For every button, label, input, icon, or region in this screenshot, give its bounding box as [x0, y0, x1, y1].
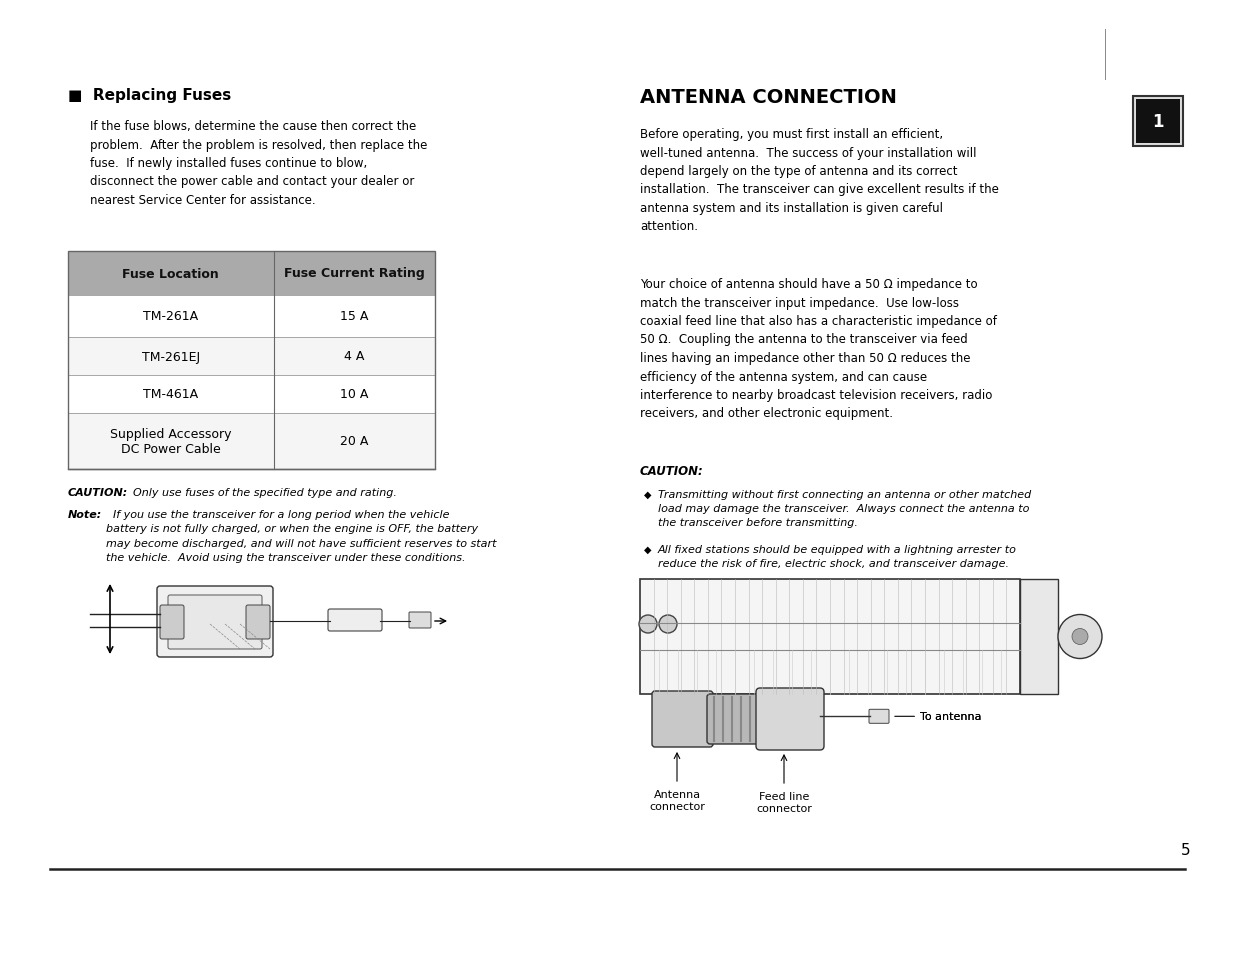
Bar: [1020, 579, 1058, 695]
Circle shape: [1072, 629, 1088, 645]
Bar: [1132, 97, 1183, 147]
Text: Supplied Accessory
DC Power Cable: Supplied Accessory DC Power Cable: [110, 428, 231, 456]
Text: CAUTION:: CAUTION:: [68, 488, 128, 497]
Text: 5: 5: [1181, 842, 1191, 857]
Bar: [68, 375, 435, 414]
Text: ◆: ◆: [643, 490, 652, 499]
FancyBboxPatch shape: [329, 609, 382, 631]
Text: ANTENNA CONNECTION: ANTENNA CONNECTION: [640, 88, 897, 107]
Text: CAUTION:: CAUTION:: [640, 464, 704, 477]
Text: To antenna: To antenna: [895, 712, 982, 721]
Text: 4 A: 4 A: [345, 350, 364, 363]
Text: If the fuse blows, determine the cause then correct the
problem.  After the prob: If the fuse blows, determine the cause t…: [90, 120, 427, 207]
Bar: [640, 579, 1020, 695]
Bar: [68, 337, 435, 375]
Text: To antenna: To antenna: [920, 712, 982, 721]
Text: TM-261EJ: TM-261EJ: [142, 350, 200, 363]
Text: ■  Replacing Fuses: ■ Replacing Fuses: [68, 88, 231, 103]
Bar: [68, 252, 435, 470]
Text: TM-461A: TM-461A: [143, 388, 199, 401]
Text: 1: 1: [1152, 112, 1163, 131]
Text: If you use the transceiver for a long period when the vehicle
battery is not ful: If you use the transceiver for a long pe…: [106, 510, 496, 562]
FancyBboxPatch shape: [246, 605, 270, 639]
Text: 15 A: 15 A: [340, 310, 368, 323]
Text: Your choice of antenna should have a 50 Ω impedance to
match the transceiver inp: Your choice of antenna should have a 50 …: [640, 277, 997, 420]
Text: Transmitting without first connecting an antenna or other matched
load may damag: Transmitting without first connecting an…: [658, 490, 1031, 527]
FancyBboxPatch shape: [706, 695, 763, 744]
Bar: [68, 295, 435, 337]
FancyBboxPatch shape: [409, 613, 431, 628]
Circle shape: [659, 616, 677, 634]
Text: Fuse Location: Fuse Location: [122, 267, 219, 280]
FancyBboxPatch shape: [157, 586, 273, 658]
Text: ◆: ◆: [643, 544, 652, 555]
FancyBboxPatch shape: [756, 688, 824, 750]
FancyBboxPatch shape: [168, 596, 262, 649]
FancyBboxPatch shape: [869, 710, 889, 723]
Text: Fuse Current Rating: Fuse Current Rating: [284, 267, 425, 280]
Text: Antenna
connector: Antenna connector: [650, 789, 705, 811]
Text: 10 A: 10 A: [340, 388, 368, 401]
FancyBboxPatch shape: [161, 605, 184, 639]
Text: Before operating, you must first install an efficient,
well-tuned antenna.  The : Before operating, you must first install…: [640, 128, 999, 233]
Text: All fixed stations should be equipped with a lightning arrester to
reduce the ri: All fixed stations should be equipped wi…: [658, 544, 1016, 568]
Text: TM-261A: TM-261A: [143, 310, 199, 323]
Circle shape: [1058, 615, 1102, 659]
Text: Note:: Note:: [68, 510, 103, 519]
FancyBboxPatch shape: [68, 252, 435, 295]
Circle shape: [638, 616, 657, 634]
Text: Only use fuses of the specified type and rating.: Only use fuses of the specified type and…: [126, 488, 396, 497]
FancyBboxPatch shape: [652, 691, 713, 747]
Text: Feed line
connector: Feed line connector: [756, 791, 811, 813]
Text: 20 A: 20 A: [340, 435, 368, 448]
Bar: [68, 414, 435, 470]
Bar: [1136, 100, 1179, 144]
